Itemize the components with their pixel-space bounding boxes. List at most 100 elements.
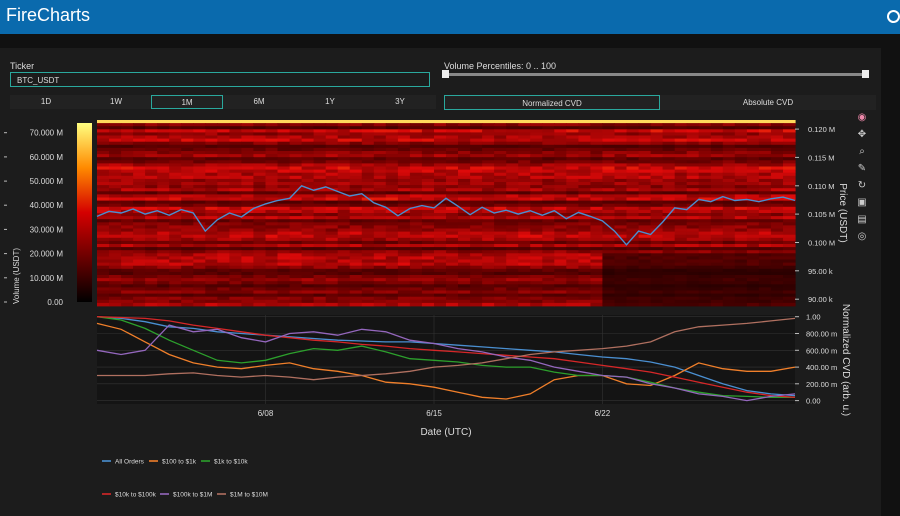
heatmap-cell: [205, 203, 218, 208]
heatmap[interactable]: [97, 120, 796, 307]
heatmap-cell: [554, 250, 567, 254]
heatmap-cell: [530, 247, 543, 251]
heatmap-cell: [361, 225, 375, 229]
heatmap-cell: [494, 271, 507, 276]
cvd-mode-normalized-cvd[interactable]: Normalized CVD: [444, 95, 660, 110]
heatmap-cell: [205, 160, 218, 164]
heatmap-cell: [145, 154, 158, 158]
heatmap-cell: [530, 123, 543, 127]
cvd-axis-tick-label: 1.00: [806, 313, 821, 322]
heatmap-cell: [554, 222, 567, 226]
legend-item[interactable]: $1k to $10k: [201, 459, 248, 466]
plotly-logo-icon[interactable]: ◉: [857, 112, 867, 123]
volume-percentiles-slider[interactable]: [446, 73, 866, 76]
cvd-mode-absolute-cvd[interactable]: Absolute CVD: [660, 95, 876, 110]
heatmap-cell: [783, 265, 796, 270]
heatmap-cell: [783, 271, 796, 276]
range-button-1d[interactable]: 1D: [10, 95, 82, 109]
reset-icon[interactable]: ↻: [857, 180, 867, 191]
heatmap-cell: [121, 175, 134, 180]
heatmap-cell: [181, 228, 194, 232]
heatmap-cell: [121, 296, 134, 301]
status-circle-icon[interactable]: [887, 10, 900, 23]
heatmap-cell: [746, 206, 760, 211]
heatmap-cell: [686, 160, 700, 164]
heatmap-cell: [241, 253, 254, 257]
heatmap-cell: [349, 175, 363, 180]
heatmap-cell: [349, 191, 363, 195]
heatmap-cell: [758, 203, 772, 208]
heatmap-cell: [783, 281, 796, 285]
heatmap-cell: [578, 256, 591, 260]
heatmap-cell: [169, 175, 182, 180]
heatmap-cell: [373, 191, 387, 195]
heatmap-cell: [434, 240, 447, 245]
heatmap-cell: [566, 188, 579, 192]
range-button-1y[interactable]: 1Y: [294, 95, 366, 109]
volume-slider-max-handle[interactable]: [862, 70, 869, 78]
heatmap-cell: [313, 290, 327, 294]
spike-icon[interactable]: ▤: [857, 214, 867, 225]
heatmap-cell: [554, 200, 567, 205]
lasso-icon[interactable]: ✎: [857, 163, 867, 174]
range-button-1w[interactable]: 1W: [80, 95, 152, 109]
heatmap-cell: [446, 160, 459, 164]
heatmap-cell: [710, 209, 724, 214]
ticker-input[interactable]: BTC_USDT: [10, 72, 430, 87]
heatmap-cell: [458, 293, 471, 298]
heatmap-cell: [783, 163, 796, 167]
heatmap-cell: [530, 206, 543, 211]
heatmap-cell: [686, 219, 700, 223]
heatmap-cell: [349, 231, 363, 236]
heatmap-cell: [602, 244, 615, 248]
save-icon[interactable]: ▣: [857, 197, 867, 208]
heatmap-cell: [518, 175, 531, 180]
legend-item[interactable]: $100k to $1M: [160, 492, 212, 499]
heatmap-cell: [783, 188, 796, 192]
heatmap-cell: [229, 188, 242, 192]
heatmap-cell: [446, 293, 459, 298]
heatmap-cell: [133, 206, 146, 211]
heatmap-cell: [674, 271, 688, 276]
legend-item[interactable]: $100 to $1k: [149, 459, 197, 466]
legend-item[interactable]: All Orders: [102, 459, 145, 466]
heatmap-cell: [446, 157, 459, 161]
volume-slider-min-handle[interactable]: [442, 70, 449, 78]
heatmap-cell: [626, 284, 640, 288]
legend[interactable]: All Orders $100 to $1k $1k to $10k $10k to …: [102, 459, 268, 499]
cvd-plot[interactable]: [96, 315, 796, 404]
legend-item[interactable]: $10k to $100k: [102, 492, 157, 499]
heatmap-cell: [409, 163, 423, 167]
heatmap-cell: [157, 191, 170, 195]
heatmap-cell: [325, 219, 339, 223]
heatmap-cell: [97, 151, 110, 155]
heatmap-cell: [746, 290, 760, 294]
heatmap-cell: [482, 151, 495, 155]
heatmap-cell: [614, 299, 628, 304]
heatmap-cell: [650, 290, 664, 294]
heatmap-cell: [698, 188, 712, 192]
heatmap-cell: [470, 240, 483, 245]
heatmap-cell: [783, 175, 796, 180]
heatmap-cell: [638, 256, 652, 260]
range-button-1m[interactable]: 1M: [151, 95, 223, 109]
heatmap-cell: [397, 203, 411, 208]
hover-icon[interactable]: ◎: [857, 231, 867, 242]
heatmap-cell: [554, 302, 567, 307]
heatmap-cell: [686, 268, 700, 273]
heatmap-cell: [373, 163, 387, 167]
heatmap-cell: [686, 135, 700, 139]
range-button-6m[interactable]: 6M: [223, 95, 295, 109]
legend-item[interactable]: $1M to $10M: [217, 492, 268, 499]
heatmap-cell: [770, 197, 784, 201]
heatmap-cell: [373, 120, 387, 124]
heatmap-cell: [686, 281, 700, 285]
heatmap-cell: [325, 172, 339, 177]
pan-icon[interactable]: ✥: [857, 129, 867, 140]
heatmap-cell: [397, 157, 411, 161]
zoom-icon[interactable]: ⌕: [859, 146, 865, 157]
heatmap-cell: [313, 228, 327, 232]
heatmap-cell: [289, 299, 303, 304]
range-button-3y[interactable]: 3Y: [364, 95, 436, 109]
heatmap-cell: [361, 188, 375, 192]
